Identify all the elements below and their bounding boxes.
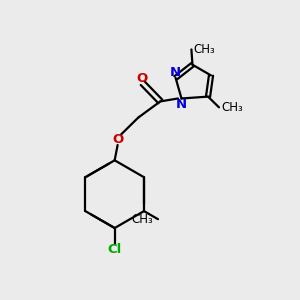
Text: N: N	[176, 98, 187, 111]
Text: CH₃: CH₃	[221, 101, 243, 114]
Text: CH₃: CH₃	[132, 213, 154, 226]
Text: CH₃: CH₃	[194, 43, 215, 56]
Text: Cl: Cl	[107, 243, 122, 256]
Text: O: O	[112, 133, 123, 146]
Text: N: N	[170, 65, 181, 79]
Text: O: O	[136, 72, 148, 85]
